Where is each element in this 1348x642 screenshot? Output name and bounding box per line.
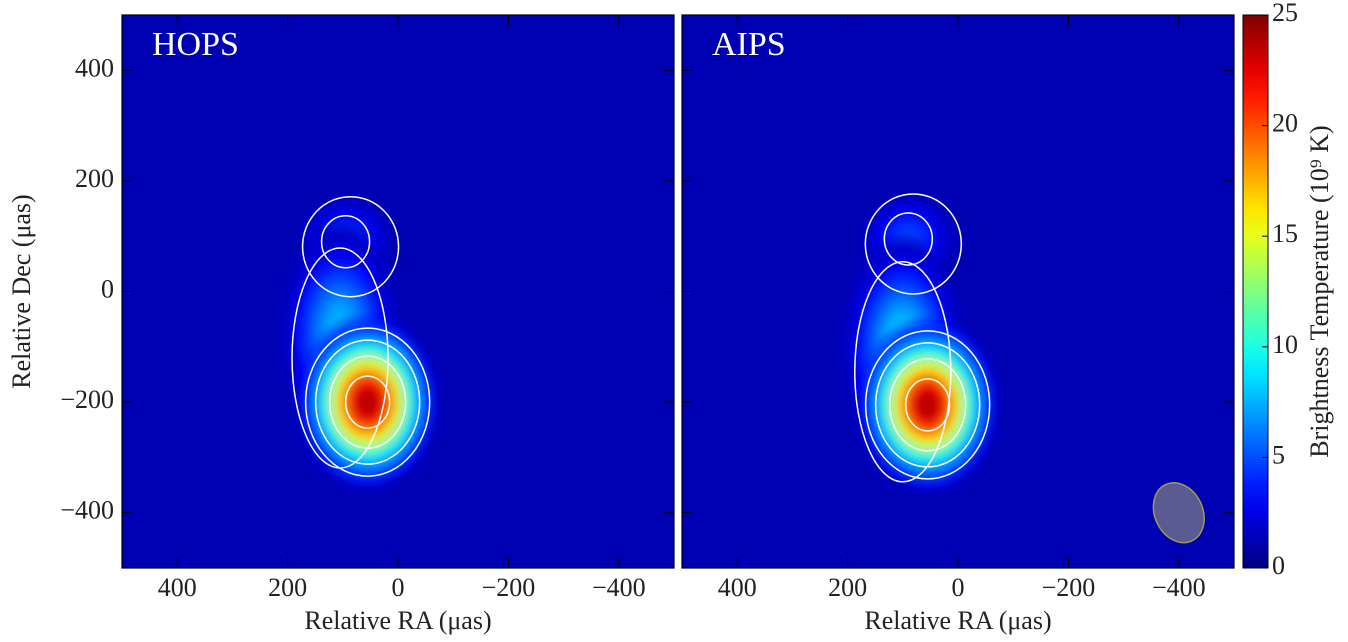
x-tick-label: 200 <box>268 573 307 602</box>
x-tick-label: −400 <box>592 573 646 602</box>
contour <box>854 261 952 483</box>
contour <box>320 214 371 269</box>
x-tick-label: 400 <box>158 573 197 602</box>
colorbar-tick-label: 10 <box>1272 330 1298 359</box>
x-tick-label: 200 <box>828 573 867 602</box>
colorbar-label: Brightness Temperature (10⁹ K) <box>1305 125 1334 457</box>
colorbar <box>1242 14 1269 569</box>
x-tick-label: 0 <box>952 573 965 602</box>
x-tick-label: −200 <box>1042 573 1096 602</box>
contour <box>301 195 400 298</box>
image <box>682 15 1234 568</box>
x-tick-label: 400 <box>718 573 757 602</box>
colorbar-tick-label: 5 <box>1272 440 1285 469</box>
component <box>300 319 435 485</box>
y-axis-label: Relative Dec (μas) <box>7 194 36 388</box>
component-level <box>354 386 381 419</box>
x-axis-label: Relative RA (μas) <box>304 606 491 635</box>
x-tick-label: −400 <box>1152 573 1206 602</box>
x-axis-label: Relative RA (μas) <box>864 606 1051 635</box>
colorbar-tick-label: 20 <box>1272 109 1298 138</box>
component <box>860 322 995 488</box>
contour <box>864 193 963 295</box>
x-tick-label: 0 <box>392 573 405 602</box>
image <box>122 15 674 568</box>
component-level <box>914 388 941 421</box>
contour <box>304 327 431 477</box>
y-tick-label: 400 <box>75 53 114 82</box>
panel-title: AIPS <box>712 26 786 63</box>
contour <box>344 375 391 429</box>
contour <box>291 247 389 469</box>
image-background <box>682 15 1234 568</box>
contour <box>864 330 991 480</box>
contour <box>883 212 934 266</box>
beam <box>1152 482 1205 544</box>
contour <box>888 358 967 452</box>
image-background <box>122 15 674 568</box>
colorbar-tick-label: 15 <box>1272 219 1298 248</box>
contour <box>314 339 421 465</box>
x-tick-label: −200 <box>482 573 536 602</box>
y-tick-label: 0 <box>101 274 114 303</box>
y-tick-label: −200 <box>60 385 114 414</box>
y-tick-label: 200 <box>75 164 114 193</box>
colorbar-tick-label: 25 <box>1272 0 1298 27</box>
panel-title: HOPS <box>152 26 239 63</box>
contour <box>904 378 951 432</box>
colorbar-tick-label: 0 <box>1272 551 1285 580</box>
y-tick-label: −400 <box>60 496 114 525</box>
